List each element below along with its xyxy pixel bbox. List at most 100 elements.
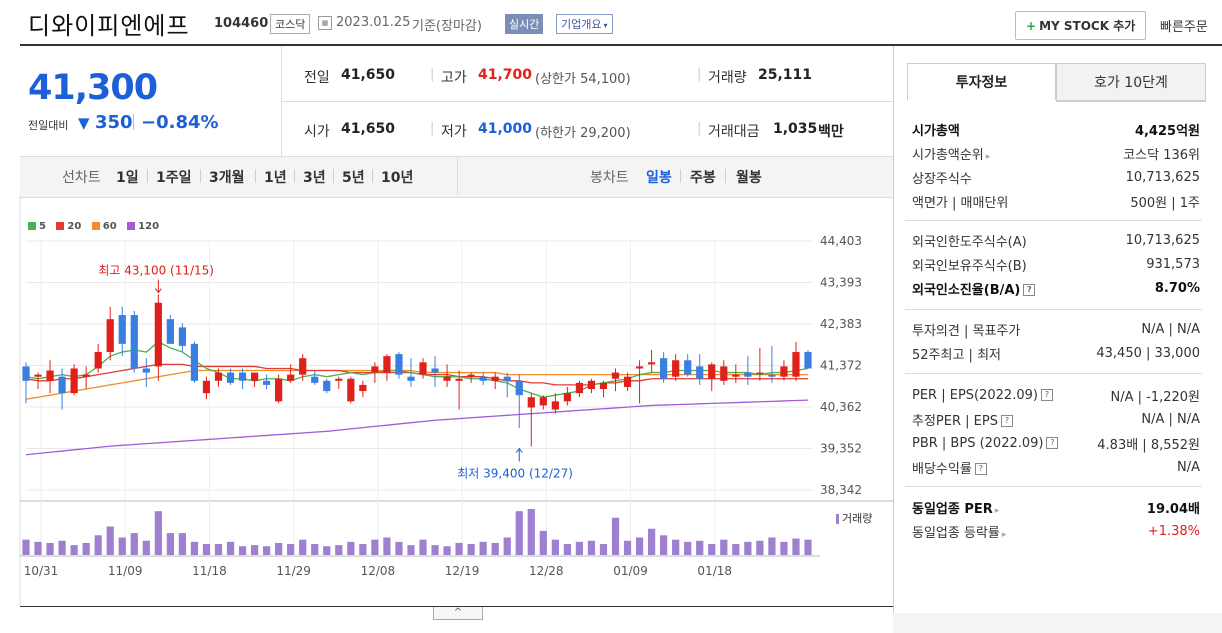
period-separator bbox=[333, 169, 334, 183]
trade-amount-value: 1,035 bbox=[773, 121, 818, 137]
invest-info-row[interactable]: 시가총액순위 ▸ 코스닥 136위 bbox=[912, 142, 1200, 164]
candle-daily[interactable]: 일봉 bbox=[646, 170, 672, 186]
y-tick-label: 43,393 bbox=[820, 276, 862, 290]
candle-body bbox=[335, 378, 343, 381]
candle-body bbox=[34, 374, 42, 377]
help-icon[interactable]: ? bbox=[1000, 415, 1013, 427]
invest-info-label: 상장주식수 bbox=[912, 171, 972, 187]
candle-body bbox=[780, 366, 788, 377]
candle-body bbox=[503, 376, 511, 381]
x-tick-label: 12/28 bbox=[529, 564, 564, 578]
invest-info-value: 10,713,625 bbox=[1125, 232, 1200, 248]
candle-body bbox=[347, 378, 355, 402]
volume-bar bbox=[804, 539, 812, 555]
trade-amount-label: 거래대금 bbox=[708, 124, 760, 140]
period-10year[interactable]: 10년 bbox=[381, 170, 414, 186]
company-overview-dropdown[interactable]: 기업개요 ▾ bbox=[556, 14, 613, 34]
live-button[interactable]: 실시간 bbox=[505, 14, 544, 34]
calendar-icon: ▦ bbox=[318, 16, 332, 30]
candle-body bbox=[551, 401, 559, 410]
volume-bar bbox=[82, 542, 90, 555]
min-price-annotation: 최저 39,400 (12/27) bbox=[457, 467, 573, 481]
add-my-stock-button[interactable]: + MY STOCK 추가 bbox=[1015, 11, 1147, 40]
volume-bar bbox=[455, 542, 463, 555]
candle-body bbox=[371, 366, 379, 373]
candle-body bbox=[684, 360, 692, 375]
candle-monthly[interactable]: 월봉 bbox=[736, 170, 762, 186]
x-tick-label: 10/31 bbox=[24, 564, 59, 578]
candle-chart-label: 봉차트 bbox=[590, 170, 629, 186]
candle-body bbox=[359, 384, 367, 392]
candle-body bbox=[467, 374, 475, 377]
invest-info-value: +1.38% bbox=[1147, 523, 1200, 539]
invest-info-row: 상장주식수 10,713,625 bbox=[912, 166, 1200, 188]
help-icon[interactable]: ? bbox=[1046, 437, 1059, 449]
invest-info-value: 4,425억원 bbox=[1134, 123, 1200, 139]
volume-bar bbox=[263, 546, 271, 555]
volume-bar bbox=[611, 517, 620, 555]
moving-average-ma120 bbox=[25, 399, 809, 456]
volume-bar bbox=[226, 541, 235, 555]
quote-separator: | bbox=[430, 67, 435, 82]
x-tick-label: 12/08 bbox=[361, 564, 396, 578]
stock-candlestick-chart[interactable]: 44,403 43,393 42,383 41,372 40,362 39,352 38,3… bbox=[0, 0, 893, 606]
period-separator bbox=[680, 169, 681, 183]
chart-bottom-line bbox=[20, 606, 893, 607]
invest-info-row[interactable]: 동일업종 등락률 ▸ +1.38% bbox=[912, 520, 1200, 542]
invest-info-label: 52주최고 | 최저 bbox=[912, 347, 1001, 363]
period-3year[interactable]: 3년 bbox=[303, 170, 326, 186]
volume-bar bbox=[551, 539, 559, 555]
y-tick-label: 39,352 bbox=[820, 442, 862, 456]
change-label: 전일대비 bbox=[28, 119, 69, 132]
quote-separator: | bbox=[697, 121, 702, 136]
y-tick-label: 44,403 bbox=[820, 234, 862, 248]
y-tick-label: 40,362 bbox=[820, 400, 862, 414]
volume-bar bbox=[768, 537, 776, 555]
help-icon[interactable]: ? bbox=[1023, 284, 1036, 296]
invest-info-row[interactable]: 동일업종 PER ▸ 19.04배 bbox=[912, 496, 1200, 518]
invest-info-value: 500원 | 1주 bbox=[1130, 195, 1200, 211]
period-5year[interactable]: 5년 bbox=[342, 170, 365, 186]
volume-bar bbox=[720, 539, 728, 555]
help-icon[interactable]: ? bbox=[1040, 389, 1053, 401]
volume-bar bbox=[238, 546, 247, 555]
dropdown-arrow-icon: ▾ bbox=[603, 21, 608, 30]
invest-info-row: 52주최고 | 최저 43,450 | 33,000 bbox=[912, 342, 1200, 364]
y-tick-label: 38,342 bbox=[820, 483, 862, 497]
invest-info-value: N/A bbox=[1177, 459, 1200, 475]
candle-body bbox=[527, 397, 535, 408]
x-tick-label: 12/19 bbox=[445, 564, 480, 578]
period-separator bbox=[725, 169, 726, 183]
upper-limit: (상한가 54,100) bbox=[535, 72, 631, 87]
collapse-chart-button[interactable]: ^ bbox=[433, 607, 483, 620]
candle-body bbox=[22, 366, 30, 381]
volume-bar bbox=[407, 545, 415, 555]
volume-bar bbox=[419, 539, 427, 555]
candle-body bbox=[130, 315, 138, 369]
price-divider bbox=[281, 46, 282, 156]
period-1year[interactable]: 1년 bbox=[264, 170, 287, 186]
candle-body bbox=[587, 380, 596, 390]
candle-body bbox=[792, 352, 800, 377]
legend-item-ma120: 120 bbox=[127, 221, 159, 232]
period-1week[interactable]: 1주일 bbox=[156, 170, 192, 186]
panel-group-divider bbox=[905, 220, 1202, 221]
candle-weekly[interactable]: 주봉 bbox=[690, 170, 716, 186]
tab-invest-info[interactable]: 투자정보 bbox=[907, 63, 1056, 101]
volume-bar bbox=[684, 541, 692, 555]
candle-body bbox=[82, 374, 90, 377]
invest-info-label: 외국인보유주식수(B) bbox=[912, 258, 1027, 274]
invest-info-label: 동일업종 등락률 ▸ bbox=[912, 525, 1007, 541]
period-separator bbox=[294, 169, 295, 183]
quick-order-link[interactable]: 빠른주문 bbox=[1160, 20, 1208, 35]
right-panel-border bbox=[893, 46, 894, 633]
min-arrow-icon bbox=[515, 447, 523, 453]
help-icon[interactable]: ? bbox=[974, 463, 987, 475]
tab-orderbook[interactable]: 호가 10단계 bbox=[1056, 63, 1206, 101]
period-3month[interactable]: 3개월 bbox=[209, 170, 245, 186]
period-1day[interactable]: 1일 bbox=[116, 170, 139, 186]
invest-info-value: 10,713,625 bbox=[1125, 169, 1200, 185]
x-tick-label: 01/09 bbox=[613, 564, 648, 578]
candle-body bbox=[623, 376, 632, 387]
candle-body bbox=[142, 368, 150, 373]
